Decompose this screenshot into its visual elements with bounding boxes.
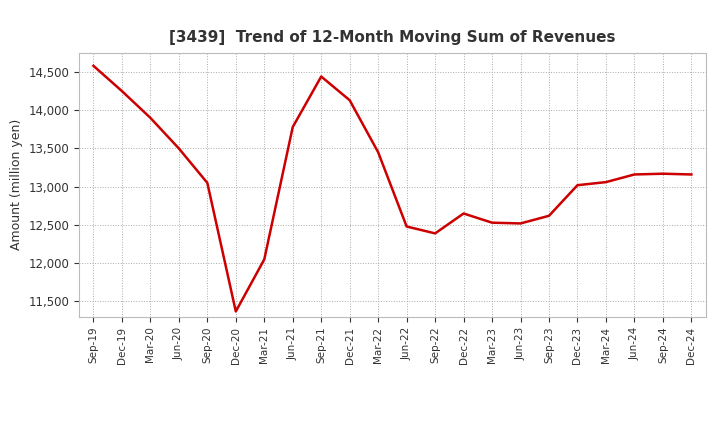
Y-axis label: Amount (million yen): Amount (million yen): [10, 119, 23, 250]
Title: [3439]  Trend of 12-Month Moving Sum of Revenues: [3439] Trend of 12-Month Moving Sum of R…: [169, 29, 616, 45]
